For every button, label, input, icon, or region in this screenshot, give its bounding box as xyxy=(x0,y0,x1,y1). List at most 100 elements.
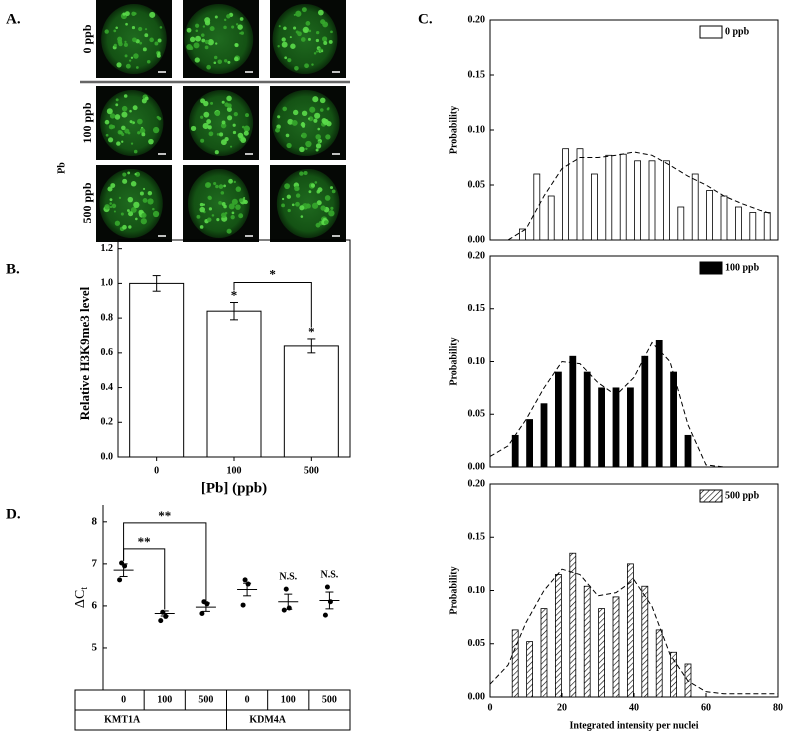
focus xyxy=(315,148,319,152)
histogram-bar xyxy=(576,148,584,241)
histogram-bar xyxy=(511,434,519,468)
focus xyxy=(132,105,138,111)
focus xyxy=(195,23,200,28)
focus xyxy=(226,106,232,112)
focus xyxy=(130,142,134,145)
focus xyxy=(303,170,308,176)
y-tick-label: 0.00 xyxy=(468,461,486,472)
histogram-bar xyxy=(598,608,605,698)
y-tick-label: 1.2 xyxy=(101,243,114,254)
focus xyxy=(121,125,126,131)
focus xyxy=(189,36,196,43)
focus xyxy=(284,56,288,60)
fit-curve xyxy=(489,341,725,468)
focus xyxy=(186,27,192,33)
focus xyxy=(243,130,249,136)
histogram-bar xyxy=(533,173,541,241)
histogram-bar xyxy=(511,629,519,698)
focus xyxy=(118,196,122,200)
bar xyxy=(283,345,339,458)
focus xyxy=(290,43,296,49)
focus xyxy=(275,127,280,133)
focus xyxy=(142,47,147,52)
legend-label: 100 ppb xyxy=(725,262,760,273)
focus xyxy=(315,30,320,35)
focus xyxy=(308,116,314,122)
focus xyxy=(230,145,233,148)
focus xyxy=(277,115,281,119)
focus xyxy=(209,26,215,32)
y-tick-label: 1.0 xyxy=(101,278,114,289)
panel-label: C. xyxy=(418,11,433,27)
y-axis-label-sub: t xyxy=(79,587,90,590)
focus xyxy=(144,33,149,38)
focus xyxy=(295,30,299,34)
focus xyxy=(149,11,156,18)
focus xyxy=(115,103,119,107)
focus xyxy=(122,178,128,184)
x-tick-label: 80 xyxy=(773,702,783,713)
focus xyxy=(295,10,302,17)
histogram-bar xyxy=(670,651,677,698)
histogram-bar xyxy=(547,195,555,241)
focus xyxy=(115,98,119,102)
histogram-bar xyxy=(583,371,591,468)
focus xyxy=(215,42,218,45)
y-tick-label: 0.15 xyxy=(468,69,486,80)
focus xyxy=(283,26,287,31)
legend-swatch xyxy=(699,25,723,39)
y-axis-label-main: ΔC xyxy=(73,590,88,608)
histogram-bar xyxy=(540,403,548,468)
focus xyxy=(227,115,233,121)
x-axis-label: [Pb] (ppb) xyxy=(201,480,267,496)
y-axis-label: Probability xyxy=(448,106,459,154)
focus xyxy=(133,201,140,209)
histogram-bar xyxy=(612,387,620,468)
bracket-label: ** xyxy=(158,508,171,523)
focus xyxy=(305,21,311,26)
y-tick-label: 0.4 xyxy=(101,382,114,393)
focus xyxy=(127,131,131,135)
x-tick-label: 0 xyxy=(245,694,250,705)
y-axis-label: Probability xyxy=(448,566,459,614)
focus xyxy=(144,96,149,101)
data-point xyxy=(199,610,205,616)
focus xyxy=(121,140,124,143)
y-tick-label: 0.20 xyxy=(468,478,486,489)
focus xyxy=(315,134,321,140)
x-tick-label: 0 xyxy=(154,465,159,476)
focus xyxy=(228,178,233,184)
focus xyxy=(206,217,212,222)
histogram-bar xyxy=(655,339,663,468)
focus xyxy=(130,181,137,187)
focus xyxy=(109,205,113,209)
focus xyxy=(124,11,130,17)
focus xyxy=(137,131,141,135)
bracket-label: ** xyxy=(138,534,151,549)
focus xyxy=(204,45,209,50)
focus xyxy=(217,59,223,64)
fit-curve xyxy=(507,151,771,241)
focus xyxy=(142,187,146,191)
focus xyxy=(201,38,206,43)
histogram-bar xyxy=(562,148,569,241)
focus xyxy=(135,171,141,177)
focus xyxy=(121,132,125,136)
focus xyxy=(315,38,320,43)
focus xyxy=(226,228,232,234)
histogram-bar xyxy=(605,154,613,241)
histogram-bar xyxy=(569,552,577,698)
focus xyxy=(206,119,212,125)
data-point xyxy=(204,601,210,607)
histogram-bar xyxy=(684,434,692,468)
histogram-bar xyxy=(677,206,685,241)
focus xyxy=(127,196,134,203)
focus xyxy=(232,123,236,127)
data-point xyxy=(322,612,328,618)
focus xyxy=(281,41,288,48)
focus xyxy=(129,109,132,113)
focus xyxy=(130,207,137,213)
focus xyxy=(147,190,153,196)
histogram-bar xyxy=(555,371,562,468)
y-tick-label: 0.6 xyxy=(101,347,114,358)
